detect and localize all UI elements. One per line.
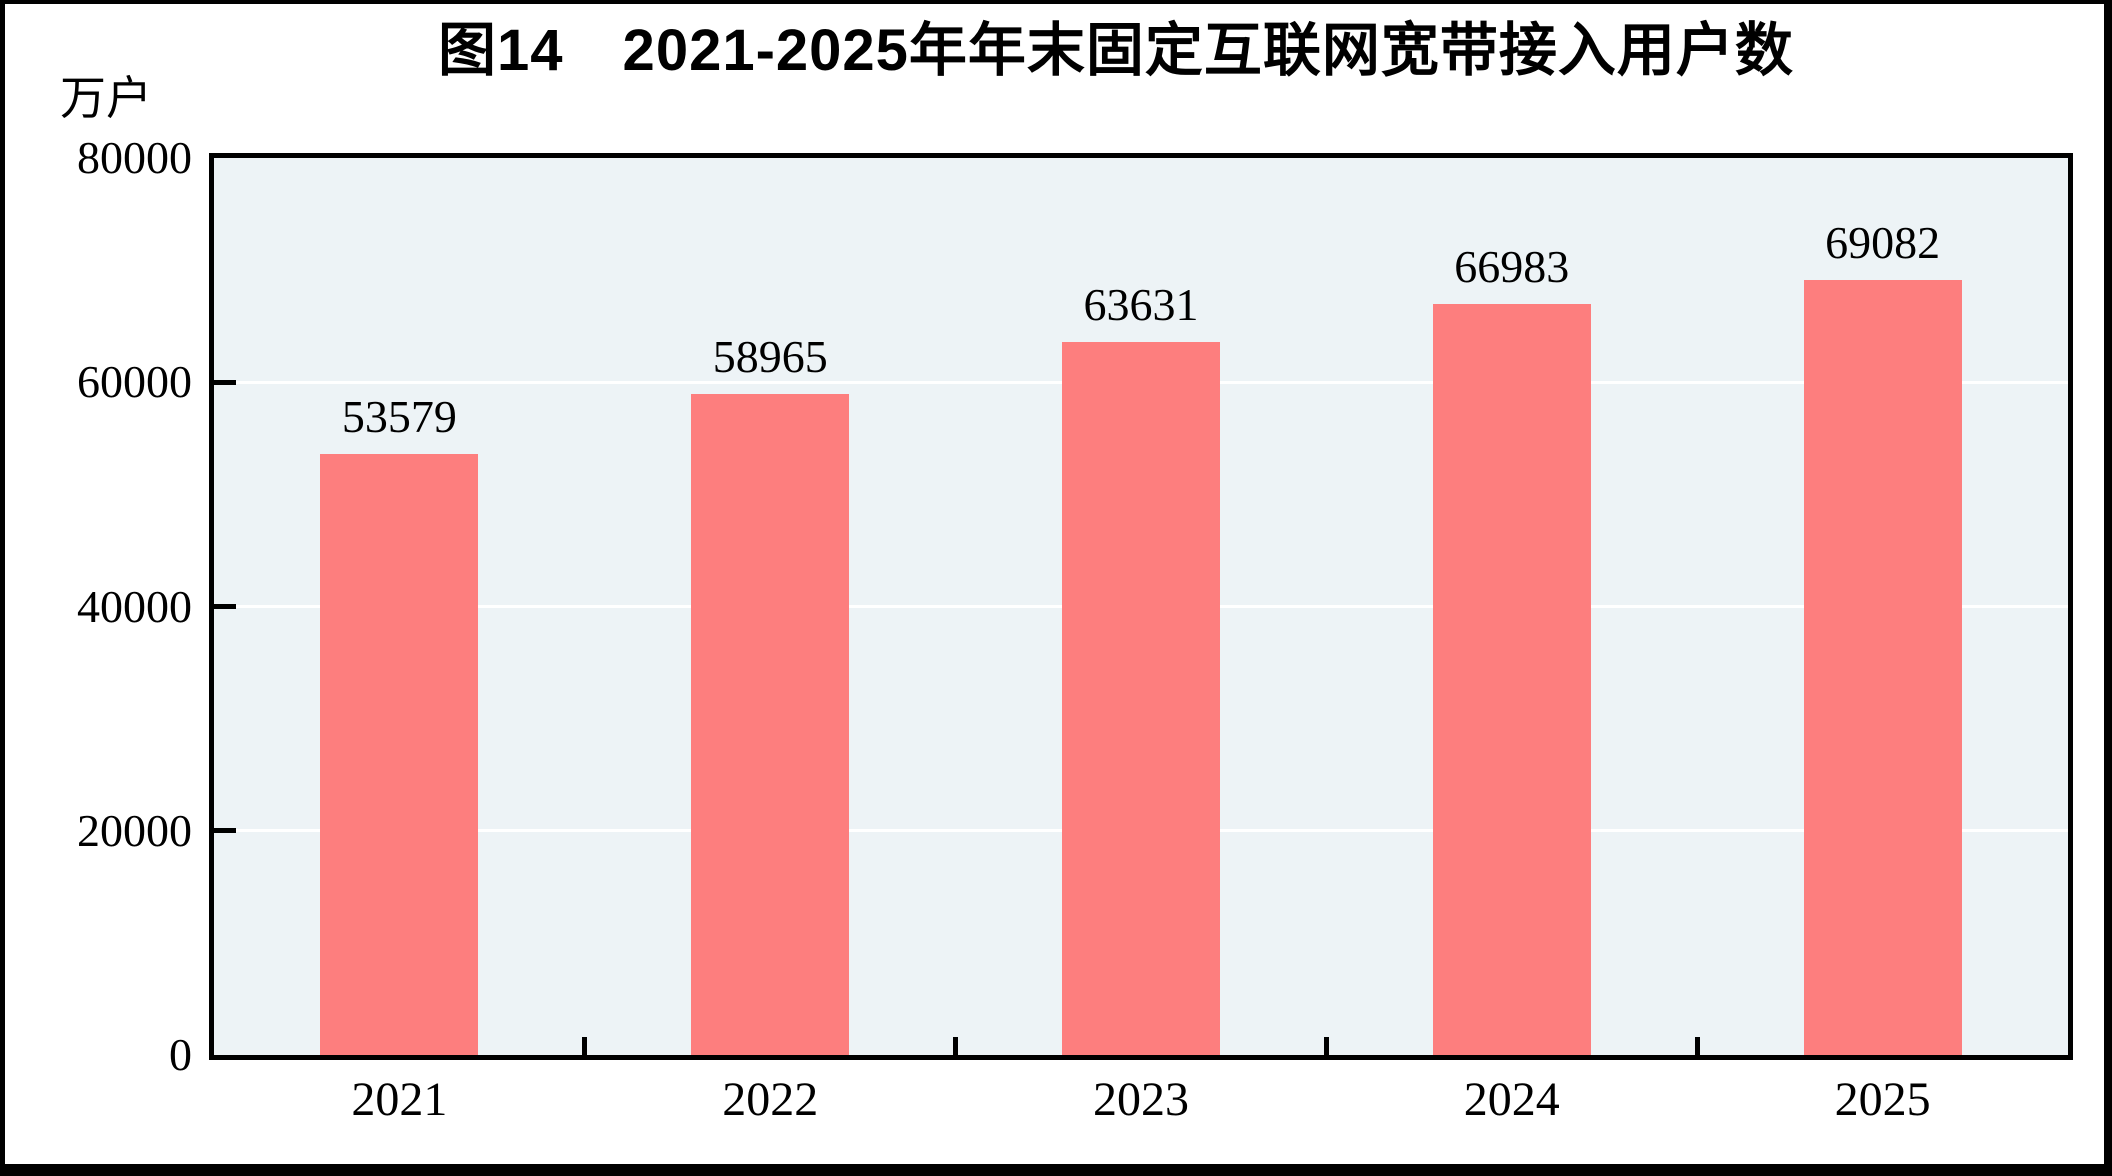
y-axis-unit-label: 万户 [60,73,152,124]
x-axis-label: 2021 [351,1073,448,1126]
x-axis-label: 2025 [1834,1073,1931,1126]
y-tick-mark [214,828,236,834]
x-axis-label: 2024 [1463,1073,1560,1126]
y-tick-mark [214,379,236,385]
bar-2021 [320,454,479,1055]
x-tick-mark [582,1037,588,1055]
y-tick-mark [214,604,236,609]
y-axis-tick-label: 20000 [77,804,192,856]
chart-title: 图14 2021-2025年年末固定互联网宽带接入用户数 [438,18,1794,83]
bar-2022 [691,393,850,1055]
bar-value-label: 66983 [1454,240,1570,292]
x-axis-label: 2023 [1093,1073,1189,1126]
bar-2023 [1062,341,1220,1055]
x-tick-mark [953,1037,959,1055]
y-axis-tick-label: 60000 [77,356,192,408]
x-axis-label: 2022 [722,1073,819,1126]
x-tick-mark [1694,1037,1700,1055]
y-axis-tick-label: 0 [169,1029,192,1080]
y-axis-tick-label: 40000 [77,580,192,632]
y-axis-tick-label: 80000 [77,132,192,183]
x-tick-mark [1323,1037,1329,1055]
plot-area [209,153,2073,1060]
bar-value-label: 63631 [1083,278,1199,330]
bar-value-label: 69082 [1825,217,1941,269]
bar-value-label: 53579 [341,391,457,443]
bar-2025 [1803,280,1962,1055]
bar-value-label: 58965 [712,330,828,382]
bar-2024 [1432,303,1591,1055]
